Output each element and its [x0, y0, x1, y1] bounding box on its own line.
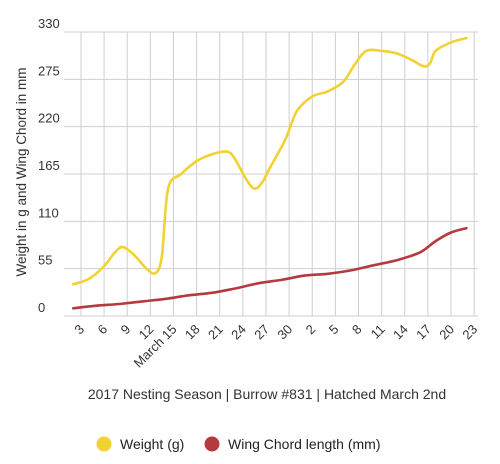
- series-lines: [72, 36, 468, 310]
- legend-wing-chord-marker: [204, 436, 220, 452]
- y-tick-label: 165: [38, 158, 60, 173]
- legend-weight-label: Weight (g): [120, 436, 184, 452]
- y-tick-label: 0: [38, 300, 45, 315]
- weight-line: [72, 36, 468, 286]
- x-tick-label: 5: [326, 322, 342, 338]
- y-tick-label: 55: [38, 253, 52, 268]
- y-tick-label: 220: [38, 111, 60, 126]
- y-tick-labels: 0 55 110 165 220 275 330: [38, 16, 60, 315]
- x-tick-label: 8: [349, 322, 365, 338]
- y-tick-label: 275: [38, 63, 60, 78]
- grid: [64, 31, 478, 317]
- x-tick-label: 24: [228, 322, 249, 343]
- x-axis-title: 2017 Nesting Season | Burrow #831 | Hatc…: [88, 386, 446, 402]
- x-tick-label: 14: [390, 322, 411, 343]
- x-tick-label: 20: [436, 322, 457, 343]
- x-tick-label: 3: [71, 322, 87, 338]
- x-tick-label: 18: [182, 322, 203, 343]
- x-tick-label: 30: [274, 322, 295, 343]
- x-tick-label: 27: [251, 322, 272, 343]
- legend-wing-chord-label: Wing Chord length (mm): [228, 436, 381, 452]
- legend: Weight (g) Wing Chord length (mm): [96, 436, 381, 452]
- x-tick-label: 23: [459, 322, 480, 343]
- y-tick-label: 110: [38, 205, 59, 220]
- y-axis-title: Weight in g and Wing Chord in mm: [14, 67, 29, 276]
- x-tick-label: 21: [205, 322, 226, 343]
- x-tick-label: 17: [413, 322, 434, 343]
- x-tick-label: 6: [94, 322, 110, 338]
- x-tick-label: 9: [118, 322, 134, 338]
- x-tick-label: 11: [368, 322, 388, 342]
- legend-weight-marker: [96, 436, 112, 452]
- x-tick-label: 2: [303, 322, 319, 338]
- y-tick-label: 330: [38, 16, 60, 31]
- wing-chord-line: [72, 226, 468, 310]
